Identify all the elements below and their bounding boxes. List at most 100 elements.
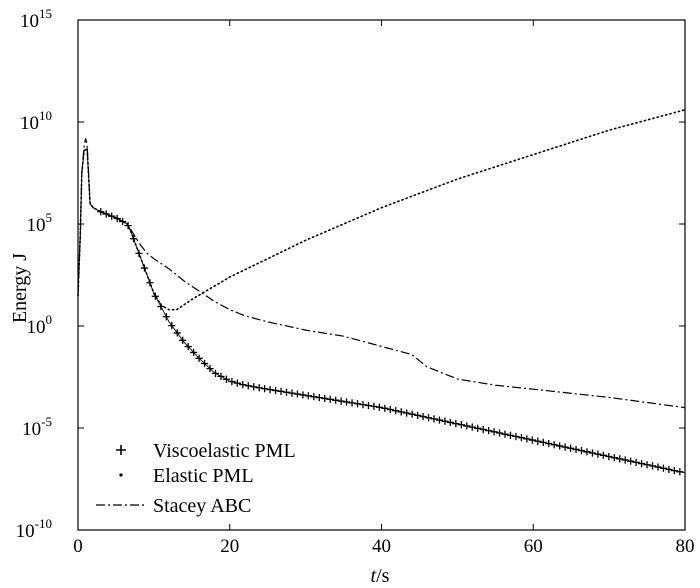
series-point: [512, 432, 520, 441]
x-tick-label: 80: [676, 536, 695, 557]
series-point: [113, 214, 121, 223]
series-point: [222, 375, 231, 383]
series-point: [501, 430, 509, 438]
series-point: [572, 445, 580, 454]
series-point: [217, 372, 225, 380]
series-point: [255, 384, 263, 392]
series-point: [659, 464, 668, 472]
series-point: [676, 468, 684, 476]
series-point: [310, 393, 318, 401]
series-point: [364, 401, 373, 410]
legend-label: Viscoelastic PML: [153, 440, 296, 462]
x-tick-label: 40: [372, 536, 391, 557]
x-tick-label: 0: [73, 536, 83, 557]
series-point: [648, 462, 657, 470]
series-point: [299, 391, 307, 399]
y-tick-label: 100: [27, 312, 53, 338]
series-point: [190, 348, 198, 357]
series-point: [610, 454, 618, 462]
series-point: [643, 461, 651, 469]
legend-item: Viscoelastic PML: [116, 440, 296, 462]
series-point: [594, 450, 602, 458]
series-point: [206, 365, 214, 373]
x-tick-label: 60: [524, 536, 543, 557]
series-point: [616, 455, 624, 463]
series-point: [211, 369, 220, 378]
series-point: [228, 378, 236, 386]
series-point: [452, 419, 460, 428]
series-point: [233, 379, 241, 387]
series-point: [414, 411, 422, 419]
legend-swatch-dot: [119, 473, 123, 477]
series-point: [468, 423, 476, 431]
series-point: [670, 466, 678, 475]
series-point: [556, 442, 564, 450]
series-point: [545, 439, 553, 448]
series-point: [566, 444, 575, 452]
series-point: [605, 452, 613, 461]
series-point: [441, 417, 449, 425]
x-axis-title-variable: t: [371, 565, 377, 587]
series-point: [403, 409, 411, 417]
series-point: [408, 410, 416, 418]
series-line-stacey-abc: [77, 138, 686, 409]
series-point: [485, 427, 493, 435]
series-point: [665, 465, 673, 474]
series-point: [435, 416, 444, 424]
series-point: [539, 438, 547, 446]
series-point: [261, 385, 269, 393]
series-point: [550, 441, 558, 449]
series-point: [446, 418, 454, 427]
series-point: [621, 456, 629, 464]
series-point: [151, 292, 159, 300]
series-point: [321, 394, 329, 403]
series-point: [495, 429, 504, 437]
series-point: [370, 402, 378, 410]
series-point: [397, 408, 405, 416]
series-point: [250, 383, 258, 391]
series-point: [129, 235, 138, 243]
series-point: [517, 434, 526, 442]
x-tick-label: 20: [220, 536, 239, 557]
x-axis-title: t/s: [371, 565, 390, 587]
series-point: [293, 390, 302, 398]
series-point: [244, 382, 252, 390]
series-point: [577, 447, 586, 455]
series-point: [490, 428, 498, 436]
series-point: [288, 389, 296, 397]
legend-item: Stacey ABC: [96, 495, 251, 517]
series-point: [424, 414, 433, 422]
y-tick-label: 1010: [20, 108, 52, 134]
series-point: [271, 386, 280, 395]
y-tick-label: 10-5: [22, 414, 52, 440]
y-tick-label: 1015: [20, 6, 52, 32]
y-tick-label: 105: [27, 210, 53, 236]
series-point: [386, 405, 394, 414]
series-point: [588, 449, 597, 457]
series-point: [392, 407, 400, 415]
series-point: [326, 395, 334, 403]
series-point: [184, 342, 192, 351]
series-point: [583, 448, 591, 456]
series-point: [173, 329, 181, 337]
series-point: [632, 458, 640, 466]
series-point: [457, 421, 465, 429]
series-point: [277, 387, 285, 395]
series-point: [342, 398, 351, 406]
series-point: [638, 459, 646, 468]
series-point: [627, 457, 635, 465]
series-point: [506, 431, 515, 439]
series-point: [332, 396, 340, 404]
series-point: [463, 422, 471, 430]
series-point: [179, 336, 187, 344]
series-point: [359, 401, 367, 409]
series-point: [304, 392, 312, 400]
series-point: [239, 380, 247, 389]
series-point: [337, 397, 345, 405]
legend-label: Stacey ABC: [153, 495, 251, 517]
series-point: [162, 313, 170, 321]
series-point: [282, 388, 291, 396]
series-point: [474, 424, 482, 432]
series-point: [200, 359, 209, 368]
series-point: [315, 393, 323, 402]
